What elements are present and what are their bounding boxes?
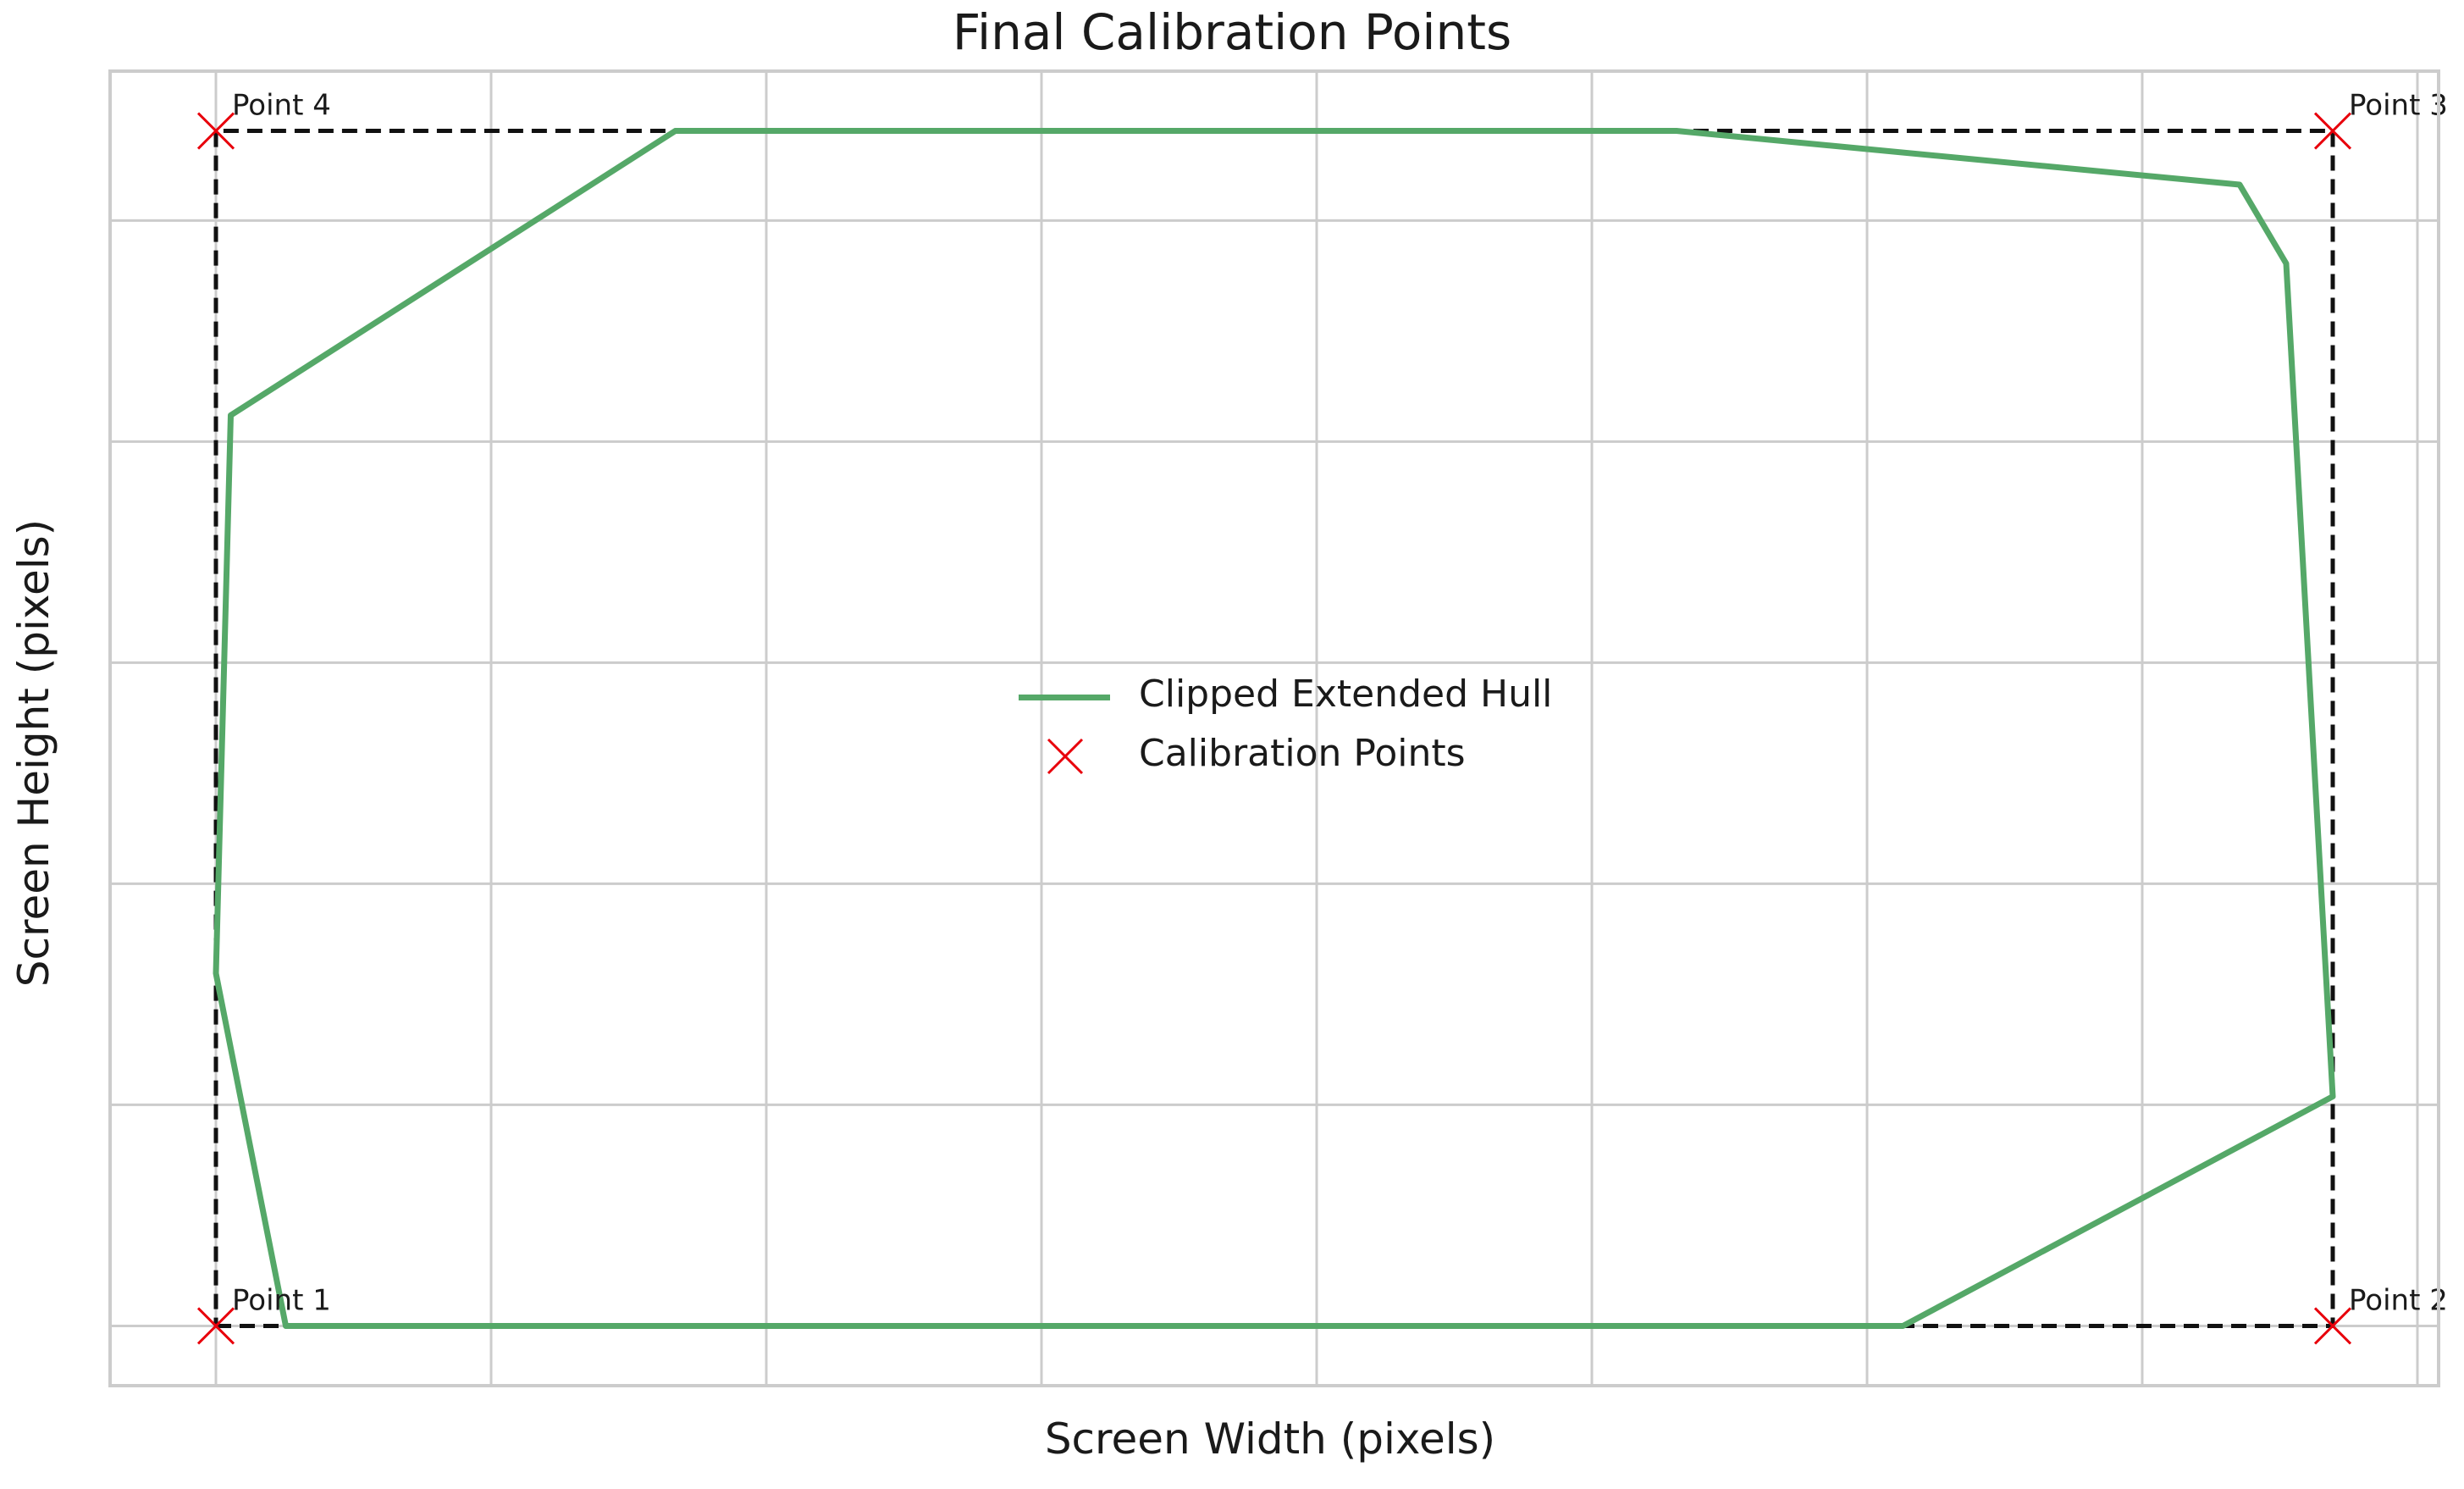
plot-frame-rect <box>108 69 2440 1387</box>
point-label-1: Point 1 <box>232 1283 331 1317</box>
legend: Clipped Extended Hull Calibration Points <box>1012 669 1554 788</box>
x-axis-label: Screen Width (pixels) <box>1044 1414 1496 1464</box>
calibration-point-4 <box>196 112 235 150</box>
point-label-2: Point 2 <box>2349 1283 2448 1317</box>
calibration-point-1 <box>196 1307 235 1345</box>
legend-label-hull: Clipped Extended Hull <box>1139 673 1553 716</box>
point-label-4: Point 4 <box>232 89 331 123</box>
point-label-3: Point 3 <box>2349 89 2448 123</box>
calibration-points-layer: Point 1 Point 2 Point 3 Point 4 <box>196 89 2448 1345</box>
legend-entry-hull: Clipped Extended Hull <box>1012 669 1554 728</box>
point-marker-stroke <box>196 1307 235 1345</box>
point-marker-stroke <box>2313 1307 2352 1345</box>
hull-layer <box>213 128 2336 1329</box>
point-marker-stroke <box>2313 112 2352 150</box>
calibration-point-3 <box>2313 112 2352 150</box>
legend-x-marker-icon <box>1047 738 1084 775</box>
calibration-point-2 <box>2313 1307 2352 1345</box>
y-axis-label: Screen Height (pixels) <box>9 518 58 988</box>
legend-label-points: Calibration Points <box>1139 732 1466 775</box>
plot-frame <box>108 69 2440 1387</box>
point-marker-stroke <box>196 112 235 150</box>
hull-line <box>213 128 2336 1329</box>
legend-line-swatch <box>1019 695 1110 700</box>
chart-title: Final Calibration Points <box>952 3 1512 61</box>
legend-entry-points: Calibration Points <box>1012 728 1554 788</box>
